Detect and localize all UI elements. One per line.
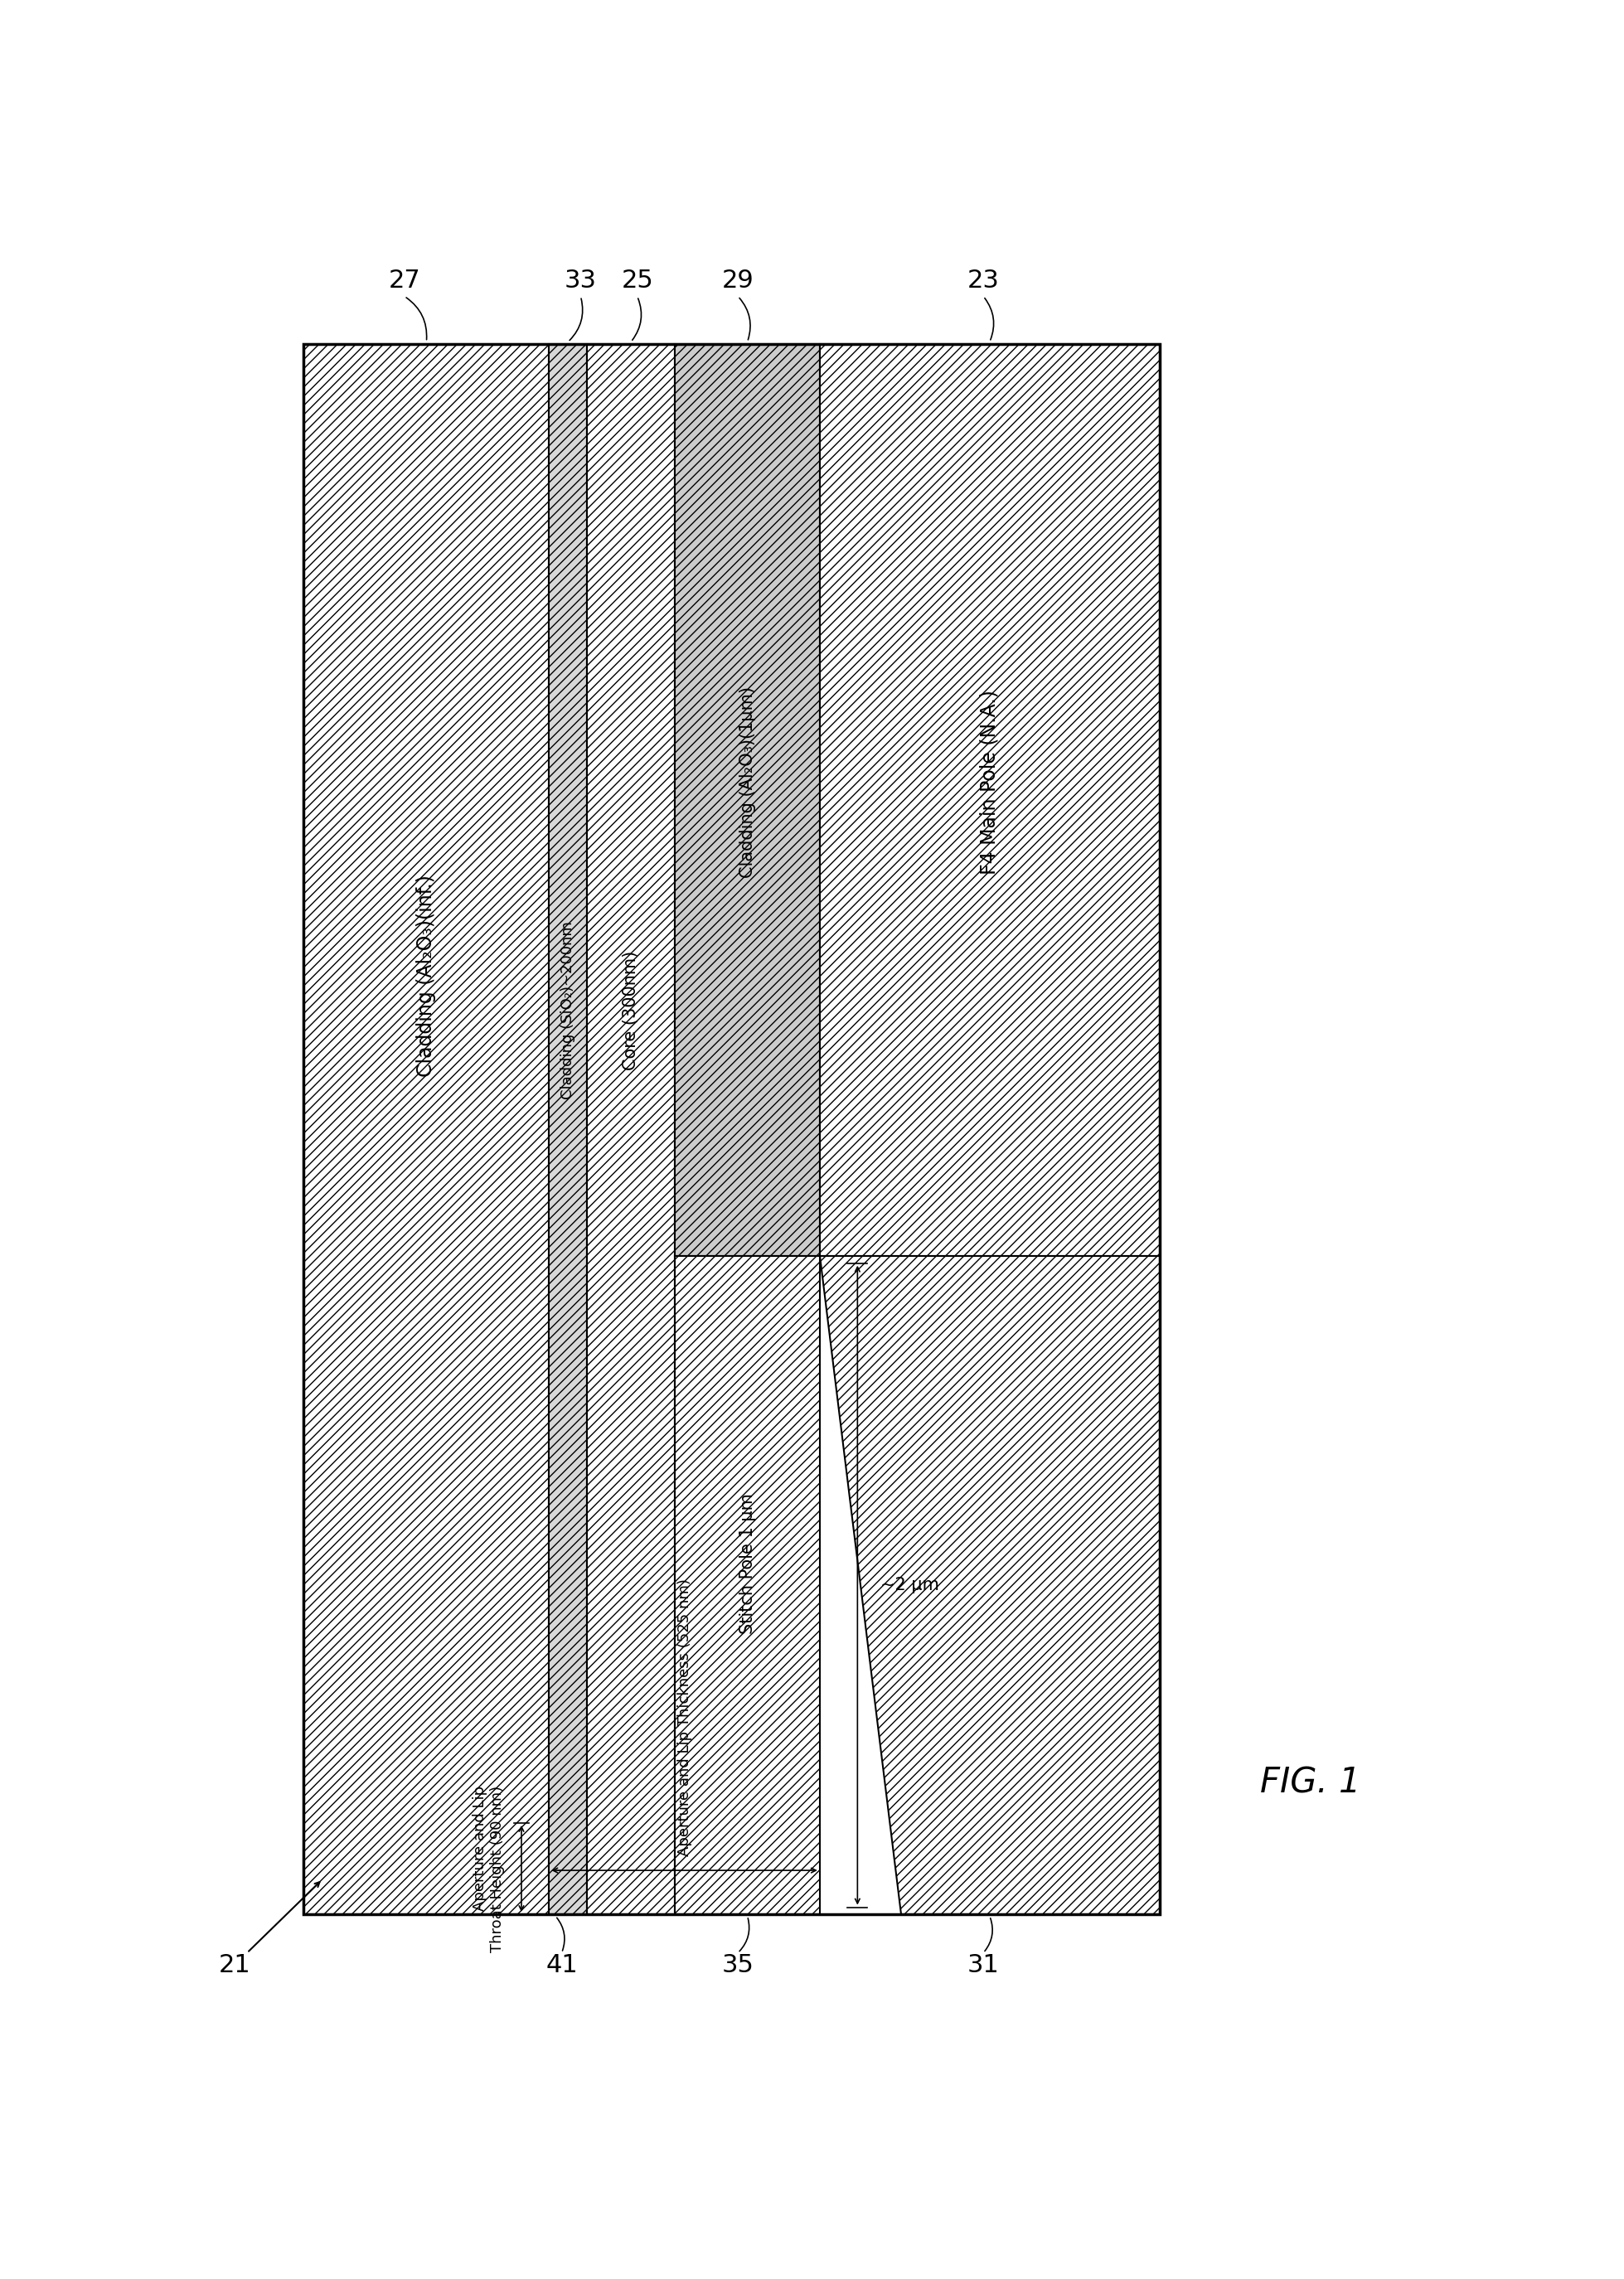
- Text: ~2 μm: ~2 μm: [880, 1577, 939, 1593]
- Text: 25: 25: [620, 269, 653, 292]
- Text: 41: 41: [546, 1953, 578, 1978]
- Text: Stitch Pole 1 μm: Stitch Pole 1 μm: [739, 1493, 755, 1634]
- Bar: [549, 344, 586, 1914]
- Text: Cladding (SiO₂)~200nm: Cladding (SiO₂)~200nm: [560, 921, 575, 1098]
- Text: Aperture and Lip Thickness (525 nm): Aperture and Lip Thickness (525 nm): [677, 1579, 692, 1857]
- Text: FIG. 1: FIG. 1: [1260, 1766, 1361, 1800]
- Bar: [676, 1256, 820, 1914]
- Text: Core (300nm): Core (300nm): [622, 950, 640, 1071]
- Text: 21: 21: [218, 1953, 250, 1978]
- Text: 27: 27: [388, 269, 421, 292]
- Text: 31: 31: [968, 1953, 999, 1978]
- Bar: [676, 344, 820, 1256]
- Bar: [304, 344, 549, 1914]
- Text: Cladding (Al₂O₃)(inf.): Cladding (Al₂O₃)(inf.): [416, 875, 437, 1076]
- Text: Aperture and Lip
Throat Height (90 nm): Aperture and Lip Throat Height (90 nm): [473, 1784, 505, 1953]
- Bar: [586, 344, 676, 1914]
- Text: 23: 23: [968, 269, 999, 292]
- Text: Cladding (Al₂O₃)(1μm): Cladding (Al₂O₃)(1μm): [739, 686, 755, 877]
- Text: 33: 33: [565, 269, 596, 292]
- Text: 35: 35: [721, 1953, 754, 1978]
- Bar: [820, 344, 1160, 1256]
- Bar: [304, 344, 1160, 1914]
- Text: 29: 29: [721, 269, 754, 292]
- Text: F4 Main Pole (N.A.): F4 Main Pole (N.A.): [979, 691, 1000, 875]
- Polygon shape: [820, 1256, 1160, 1914]
